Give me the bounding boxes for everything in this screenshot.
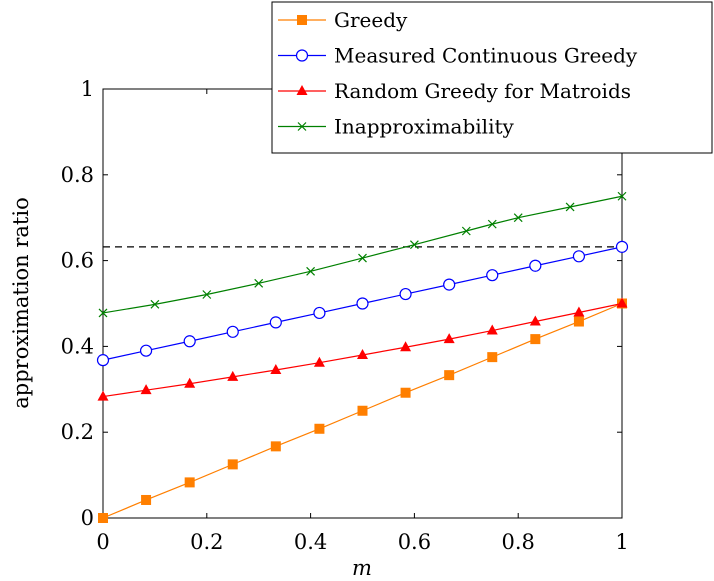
data-point-inapproximability-stroke: [461, 226, 471, 236]
x-tick-label: 0: [96, 530, 109, 554]
data-point-inapproximability-stroke: [202, 290, 212, 299]
data-point-measured-continuous-greedy: [486, 269, 499, 282]
data-point-random-greedy-for-matroids: [227, 370, 239, 381]
legend-entry-random-greedy-for-matroids: Random Greedy for Matroids: [278, 79, 631, 103]
data-point-measured-continuous-greedy: [96, 354, 110, 367]
legend-label-inapproximability: Inapproximability: [334, 115, 515, 139]
data-point-greedy: [184, 477, 195, 488]
data-point-greedy: [530, 334, 541, 345]
data-point-random-greedy-for-matroids: [97, 390, 109, 401]
data-point-random-greedy-for-matroids: [270, 363, 282, 374]
data-point-random-greedy-for-matroids: [313, 356, 325, 367]
data-point-inapproximability: [565, 202, 575, 212]
data-point-random-greedy-for-matroids: [400, 341, 412, 352]
legend-entry-inapproximability: Inapproximability: [278, 115, 515, 139]
tick-labels: 0 0.2 0.4 0.6 0.8 1 0 0.2 0.4 0.6 0.8 1: [61, 77, 629, 554]
data-point-random-greedy-for-matroids: [443, 333, 455, 344]
data-point-inapproximability: [254, 278, 264, 288]
data-point-greedy: [141, 494, 152, 505]
data-point-inapproximability: [358, 253, 367, 263]
legend-label-measured-continuous-greedy: Measured Continuous Greedy: [334, 44, 638, 68]
series-greedy: [98, 298, 627, 523]
data-point-random-greedy-for-matroids: [529, 315, 541, 326]
legend-marker-inapproximability-stroke: [297, 122, 307, 131]
data-point-inapproximability: [306, 266, 316, 276]
x-tick-label: 0.6: [398, 530, 431, 554]
y-tick-label: 0.4: [61, 334, 94, 358]
x-tick-label: 1: [615, 530, 628, 554]
data-point-measured-continuous-greedy: [615, 240, 629, 253]
data-point-measured-continuous-greedy: [226, 325, 239, 338]
legend-entry-greedy: Greedy: [278, 8, 408, 32]
data-point-random-greedy-for-matroids: [486, 324, 498, 335]
series-layer: [96, 191, 629, 523]
data-point-random-greedy-for-matroids: [573, 306, 585, 317]
series-line-inapproximability: [102, 195, 623, 314]
x-tick-label: 0.8: [501, 530, 534, 554]
data-point-greedy: [444, 370, 455, 381]
data-point-random-greedy-for-matroids: [184, 377, 196, 388]
data-point-inapproximability-stroke: [617, 191, 627, 201]
data-point-inapproximability-stroke: [513, 213, 523, 223]
legend-marker-measured-continuous-greedy: [295, 49, 309, 62]
data-point-greedy: [487, 352, 498, 363]
data-point-inapproximability-stroke: [409, 240, 419, 250]
data-point-inapproximability: [617, 191, 627, 201]
data-point-greedy: [400, 387, 411, 398]
data-point-measured-continuous-greedy: [183, 335, 196, 348]
data-point-inapproximability: [513, 213, 523, 223]
data-point-random-greedy-for-matroids: [357, 348, 368, 359]
data-point-measured-continuous-greedy: [529, 259, 542, 272]
data-point-measured-continuous-greedy: [269, 316, 282, 329]
data-point-inapproximability: [409, 240, 419, 250]
data-point-inapproximability-stroke: [98, 308, 108, 318]
y-tick-label: 0.6: [61, 249, 94, 273]
data-point-greedy: [270, 441, 281, 452]
series-random-greedy-for-matroids: [97, 297, 628, 401]
y-tick-label: 1: [81, 77, 94, 101]
series-inapproximability: [98, 191, 627, 318]
data-point-measured-continuous-greedy: [356, 297, 369, 310]
y-tick-label: 0.8: [61, 163, 94, 187]
data-point-inapproximability-stroke: [150, 299, 160, 309]
data-point-inapproximability-stroke: [306, 266, 316, 276]
x-tick-label: 0.2: [190, 530, 223, 554]
data-point-measured-continuous-greedy: [443, 278, 456, 291]
legend-marker-random-greedy-for-matroids: [296, 85, 308, 95]
data-point-inapproximability: [461, 226, 471, 236]
data-point-measured-continuous-greedy: [572, 250, 586, 263]
data-point-inapproximability: [150, 299, 160, 309]
data-point-measured-continuous-greedy: [399, 287, 412, 301]
legend-marker-inapproximability: [297, 122, 307, 131]
data-point-inapproximability: [202, 290, 212, 299]
data-point-greedy: [314, 423, 325, 434]
y-tick-label: 0.2: [61, 420, 94, 444]
data-point-inapproximability-stroke: [565, 202, 575, 212]
legend-label-greedy: Greedy: [334, 8, 408, 32]
legend-entry-measured-continuous-greedy: Measured Continuous Greedy: [278, 44, 638, 68]
x-axis-label: m: [352, 556, 372, 580]
data-point-greedy: [227, 459, 238, 470]
data-point-random-greedy-for-matroids: [616, 297, 628, 308]
data-point-greedy: [573, 316, 584, 327]
data-point-inapproximability-stroke: [254, 278, 264, 288]
y-tick-label: 0: [81, 506, 94, 530]
data-point-greedy: [357, 405, 368, 416]
legend-marker-greedy: [297, 15, 307, 25]
data-point-inapproximability-stroke: [358, 253, 367, 263]
data-point-random-greedy-for-matroids: [140, 384, 152, 395]
y-axis-label: approximation ratio: [9, 197, 33, 408]
data-point-greedy: [98, 513, 108, 523]
data-point-measured-continuous-greedy: [139, 344, 153, 357]
data-point-measured-continuous-greedy: [313, 306, 326, 320]
x-tick-label: 0.4: [294, 530, 327, 554]
data-point-inapproximability: [487, 219, 497, 229]
data-point-inapproximability-stroke: [487, 219, 497, 229]
data-point-inapproximability: [98, 308, 108, 318]
legend-label-random-greedy-for-matroids: Random Greedy for Matroids: [334, 79, 631, 103]
legend: Greedy Measured Continuous Greedy Random G…: [271, 1, 713, 154]
legend-box: [271, 1, 713, 154]
series-measured-continuous-greedy: [96, 240, 629, 367]
